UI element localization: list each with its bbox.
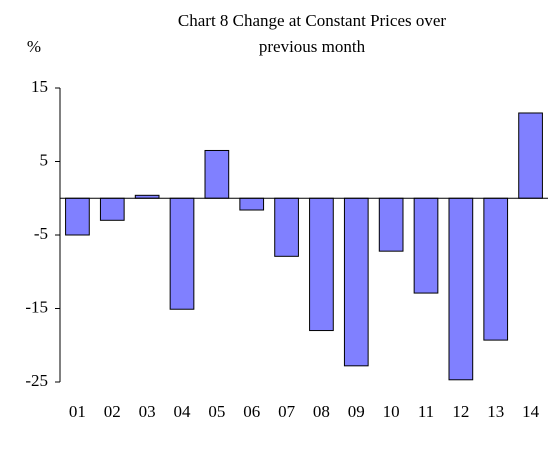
bar	[518, 112, 543, 199]
x-tick-label: 04	[174, 402, 192, 421]
x-tick-label: 13	[487, 402, 504, 421]
bar	[169, 197, 195, 310]
bar	[483, 197, 509, 341]
y-axis-label: %	[27, 37, 41, 56]
bar	[343, 197, 369, 367]
x-tick-label: 07	[278, 402, 296, 421]
x-tick-label: 02	[104, 402, 121, 421]
y-tick-label: -15	[25, 297, 48, 316]
x-tick-label: 11	[418, 402, 434, 421]
x-tick-label: 14	[522, 402, 540, 421]
x-tick-label: 01	[69, 402, 86, 421]
chart-subtitle: previous month	[259, 37, 366, 56]
chart-title: Chart 8 Change at Constant Prices over	[178, 11, 447, 30]
bar	[378, 197, 404, 252]
y-tick-label: -5	[34, 224, 48, 243]
y-tick-label: 5	[40, 150, 49, 169]
bar	[309, 197, 334, 332]
bar	[99, 197, 125, 221]
y-tick-label: -25	[25, 371, 48, 390]
y-tick-label: 15	[31, 77, 48, 96]
x-tick-label: 06	[243, 402, 260, 421]
x-tick-label: 09	[348, 402, 365, 421]
x-tick-label: 08	[313, 402, 330, 421]
bar	[239, 197, 265, 211]
x-tick-label: 05	[208, 402, 225, 421]
bar	[274, 197, 299, 257]
bar	[65, 197, 90, 236]
x-tick-label: 10	[383, 402, 400, 421]
bar	[413, 197, 439, 294]
x-tick-label: 03	[139, 402, 156, 421]
bar	[204, 149, 230, 199]
x-tick-label: 12	[452, 402, 469, 421]
bar	[448, 197, 474, 381]
